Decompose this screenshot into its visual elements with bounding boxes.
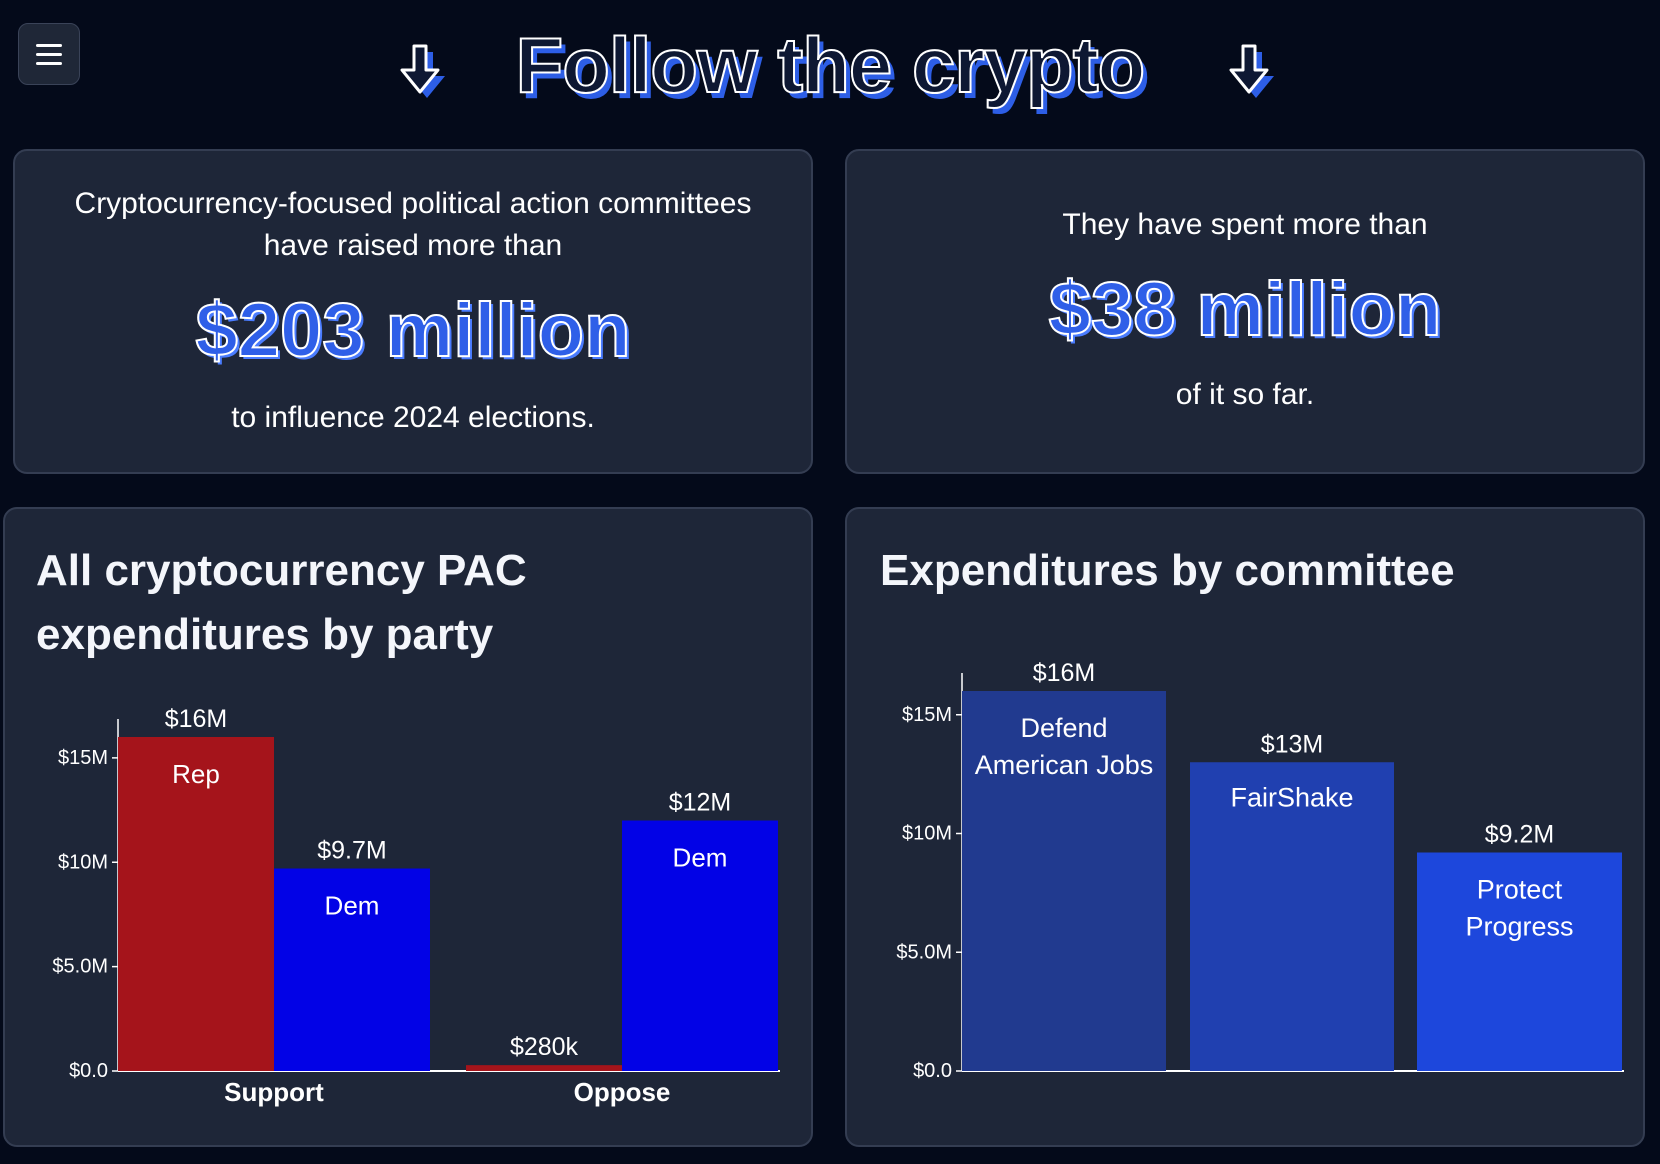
raised-lead-line2: have raised more than	[263, 229, 563, 262]
raised-stat-card: Cryptocurrency-focused political action …	[13, 149, 813, 474]
spent-amount: $38 million	[1048, 266, 1443, 353]
raised-tail: to influence 2024 elections.	[231, 401, 595, 434]
arrow-down-icon	[1229, 44, 1274, 98]
header: Follow the crypto	[0, 10, 1660, 120]
committee-chart-title: Expenditures by committee	[880, 546, 1455, 595]
committee-chart-card: Expenditures by committee	[845, 507, 1645, 1147]
arrow-down-icon	[400, 44, 445, 98]
party-chart-title: All cryptocurrency PAC expenditures by p…	[36, 546, 527, 659]
spent-stat-card: They have spent more than $38 million of…	[845, 149, 1645, 474]
page-title: Follow the crypto	[515, 20, 1147, 110]
party-chart-card: All cryptocurrency PAC expenditures by p…	[3, 507, 813, 1147]
raised-lead-line1: Cryptocurrency-focused political action …	[74, 187, 752, 220]
spent-tail: of it so far.	[1175, 378, 1315, 411]
hamburger-menu-button[interactable]	[18, 23, 80, 85]
spent-lead: They have spent more than	[1062, 208, 1428, 241]
raised-amount: $203 million	[194, 287, 631, 374]
hamburger-menu-icon	[36, 43, 62, 47]
